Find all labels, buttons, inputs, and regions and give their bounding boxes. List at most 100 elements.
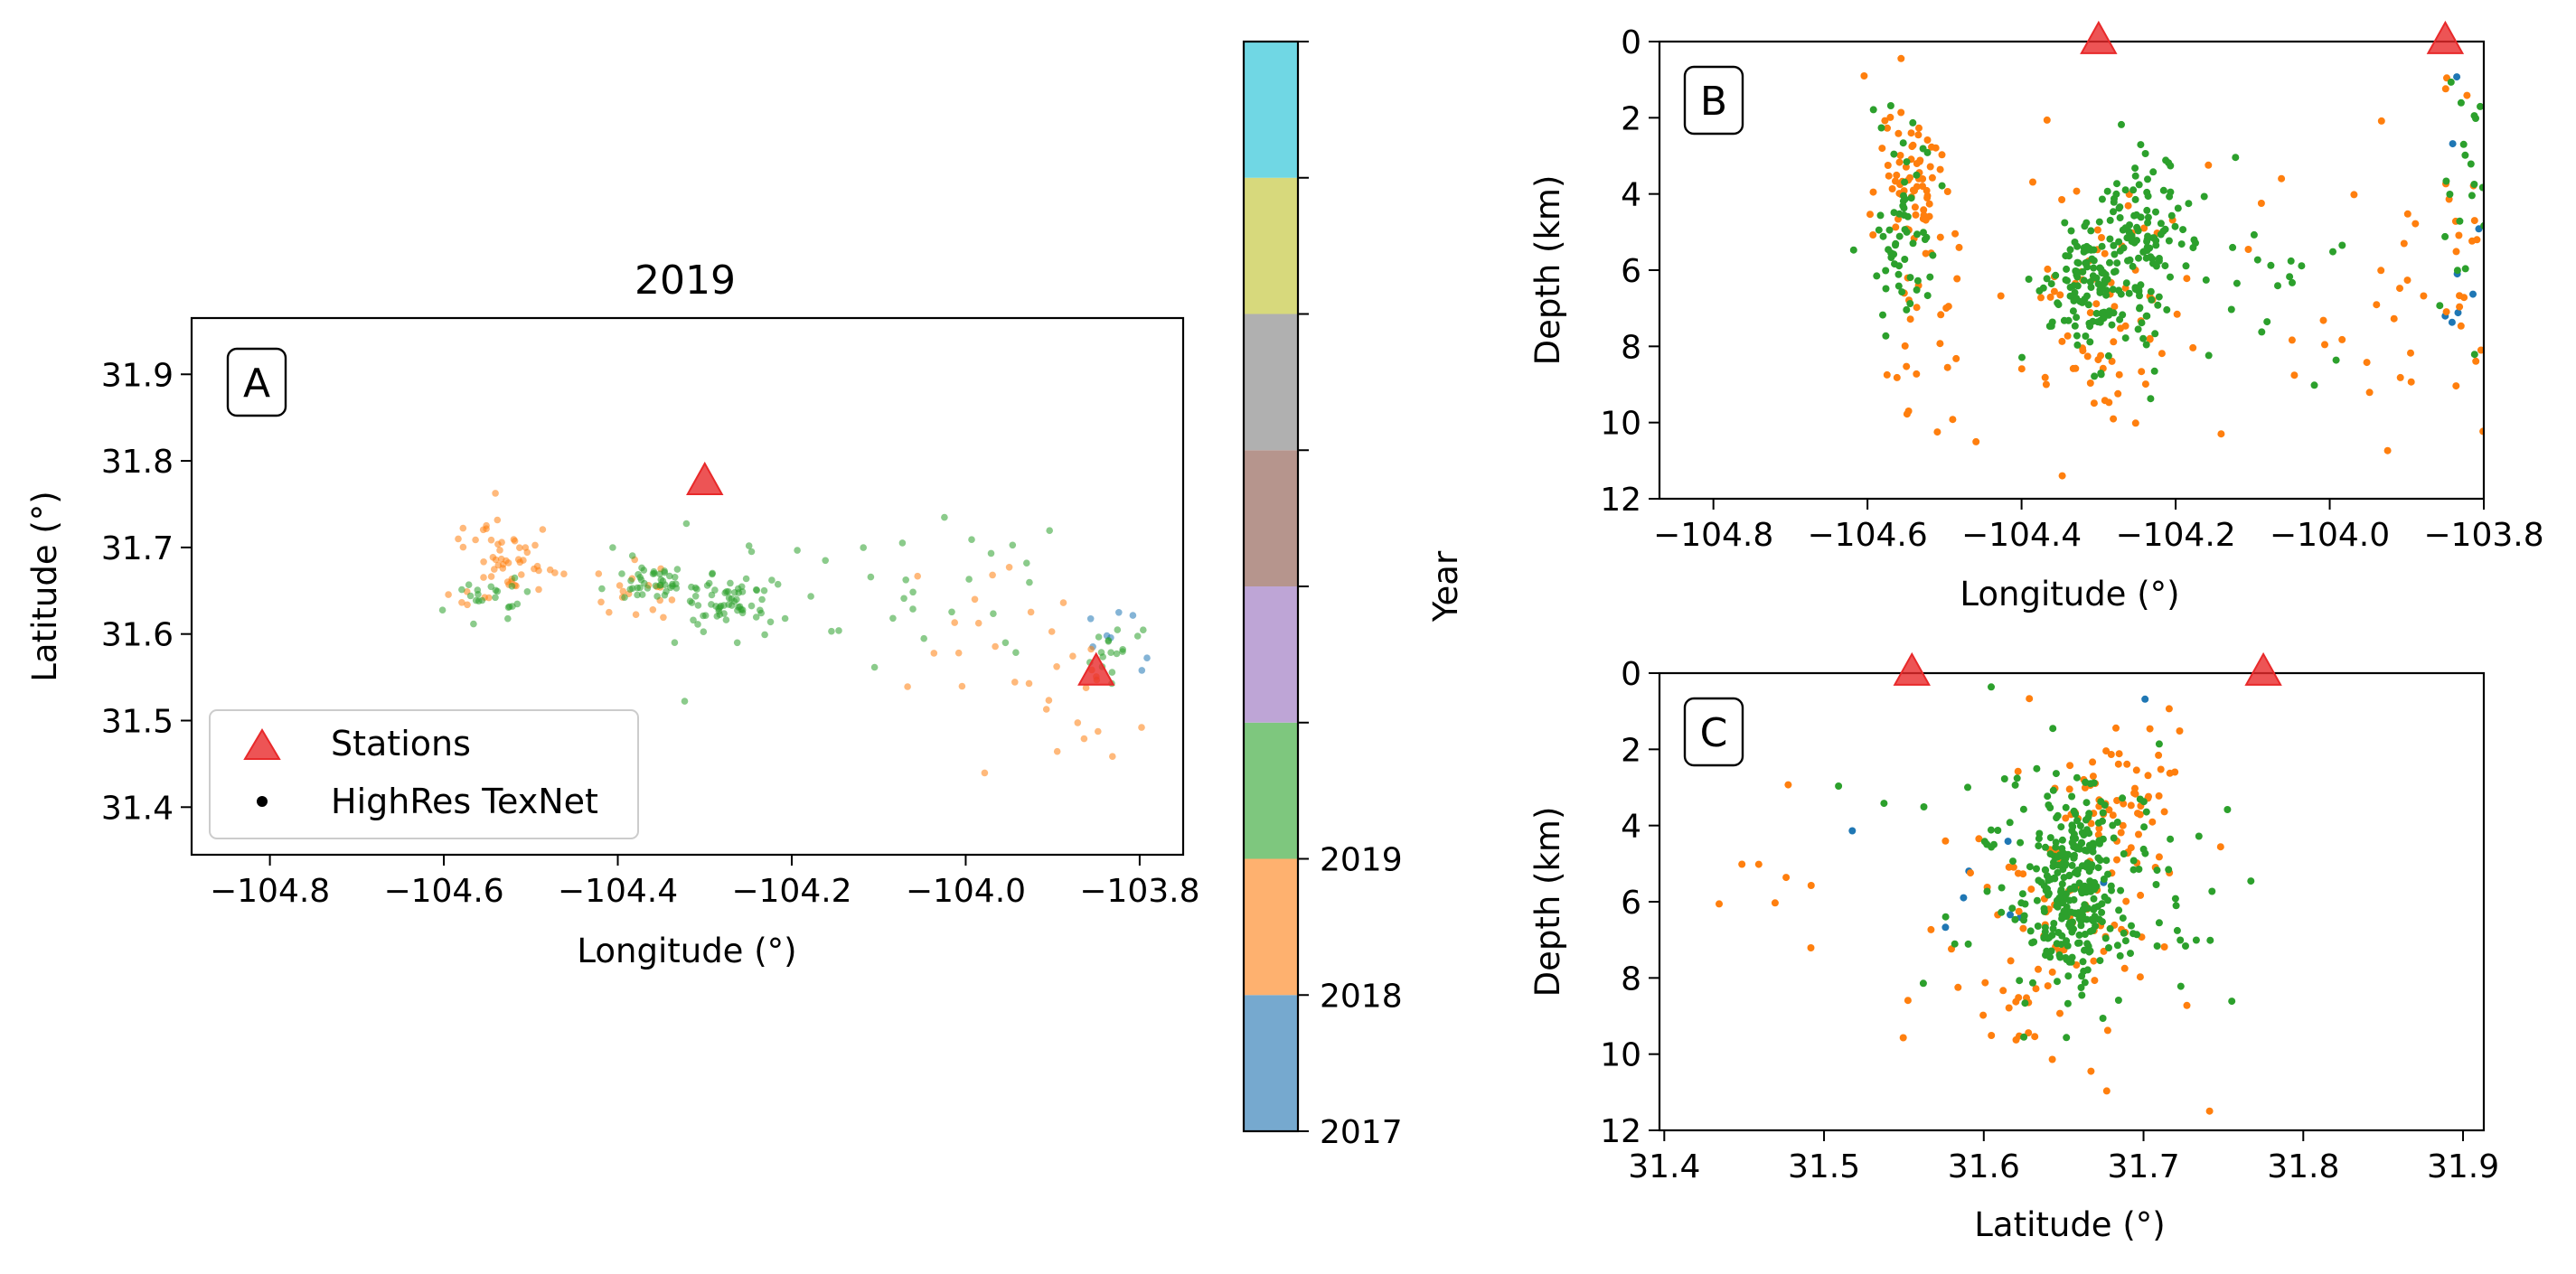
event-point-2019 [2136, 304, 2144, 312]
event-point-2018 [2005, 1004, 2013, 1012]
event-point-2019 [2078, 839, 2086, 848]
event-point-2019 [1046, 527, 1053, 534]
event-point-2019 [2061, 219, 2069, 227]
event-point-2018 [2205, 161, 2213, 169]
event-point-2019 [2082, 915, 2091, 923]
event-point-2019 [781, 614, 789, 623]
event-point-2019 [2091, 904, 2099, 912]
panel-c-stations [1893, 651, 2282, 686]
event-point-2019 [1894, 282, 1903, 290]
event-point-2019 [2095, 915, 2103, 923]
event-point-2019 [1882, 332, 1890, 340]
event-point-2019 [638, 564, 645, 572]
y-tick-label: 6 [1621, 885, 1641, 922]
colorbar-segment [1244, 314, 1298, 451]
event-point-2019 [661, 568, 669, 576]
event-point-2019 [2067, 922, 2075, 929]
event-point-2019 [666, 572, 673, 580]
event-point-2018 [2035, 965, 2042, 973]
event-point-2018 [535, 585, 542, 594]
event-point-2018 [1967, 869, 1974, 877]
event-point-2019 [2176, 982, 2185, 990]
event-point-2019 [2060, 849, 2068, 857]
event-point-2019 [2115, 238, 2123, 246]
event-point-2019 [2165, 237, 2173, 245]
event-point-2019 [1938, 182, 1946, 190]
event-point-2018 [595, 570, 603, 577]
event-point-2018 [2026, 695, 2034, 703]
event-point-2019 [753, 586, 761, 595]
event-point-2018 [499, 565, 507, 572]
event-point-2019 [2097, 798, 2105, 806]
event-point-2019 [2157, 220, 2165, 228]
event-point-2019 [2049, 786, 2057, 794]
event-point-2019 [2068, 792, 2076, 801]
event-point-2019 [2227, 305, 2235, 314]
event-point-2019 [2055, 894, 2064, 902]
event-point-2019 [2079, 958, 2087, 966]
event-point-2019 [1026, 578, 1033, 586]
event-point-2019 [2090, 274, 2098, 282]
y-tick-label: 2 [1621, 732, 1641, 769]
event-point-2018 [954, 649, 963, 657]
event-point-2019 [2049, 725, 2057, 733]
event-point-2019 [2035, 842, 2043, 850]
event-point-2018 [2407, 349, 2414, 357]
event-point-2019 [2073, 282, 2082, 290]
event-point-2019 [2167, 188, 2175, 196]
event-point-2019 [2095, 218, 2103, 226]
event-point-2018 [472, 536, 479, 544]
colorbar-label: Year [1426, 550, 1465, 623]
event-point-2019 [965, 576, 973, 583]
event-point-2019 [2131, 172, 2139, 180]
event-point-2019 [2077, 922, 2085, 930]
event-point-2019 [2142, 808, 2150, 816]
event-point-2019 [2095, 837, 2103, 845]
event-point-2019 [2052, 838, 2060, 847]
event-point-2019 [2447, 78, 2455, 86]
event-point-2019 [2135, 254, 2142, 262]
event-point-2019 [2073, 332, 2081, 340]
event-point-2019 [2129, 262, 2137, 270]
event-point-2019 [2098, 195, 2106, 203]
event-point-2019 [867, 573, 875, 581]
event-point-2018 [2132, 766, 2140, 774]
event-point-2018 [445, 591, 452, 598]
event-point-2017 [1129, 612, 1137, 619]
event-point-2019 [2139, 248, 2148, 256]
event-point-2018 [2137, 891, 2145, 899]
event-point-2019 [2081, 979, 2089, 987]
event-point-2018 [1754, 860, 1763, 868]
event-point-2018 [930, 650, 938, 657]
event-point-2018 [2468, 237, 2476, 245]
event-point-2019 [2030, 938, 2038, 946]
event-point-2019 [2110, 834, 2118, 842]
panel-c-ticks: 31.4 31.5 31.6 31.7 31.8 31.9 0 2 4 6 8 10 12 [1600, 656, 2499, 1185]
event-point-2019 [2163, 305, 2171, 314]
event-point-2019 [2099, 1015, 2107, 1022]
event-point-2018 [1904, 997, 1912, 1005]
event-point-2019 [2000, 775, 2008, 782]
event-point-2018 [2007, 957, 2015, 965]
event-point-2018 [2319, 316, 2327, 324]
event-point-2018 [2081, 783, 2089, 792]
event-point-2018 [2189, 343, 2197, 351]
event-point-2019 [1899, 139, 1907, 147]
event-point-2018 [1941, 837, 1950, 845]
event-point-2019 [1920, 803, 1928, 810]
event-point-2019 [1913, 171, 1921, 179]
event-point-2019 [2116, 214, 2124, 221]
y-tick-label: 0 [1621, 24, 1641, 61]
event-point-2018 [2083, 352, 2092, 361]
event-point-2019 [2054, 868, 2062, 876]
event-point-2018 [2056, 1009, 2064, 1017]
event-point-2019 [2192, 936, 2200, 944]
event-point-2019 [2029, 979, 2036, 987]
event-point-2019 [2057, 823, 2065, 831]
event-point-2019 [2052, 770, 2060, 778]
event-point-2019 [2086, 338, 2094, 346]
event-point-2018 [2044, 265, 2052, 273]
event-point-2019 [2054, 853, 2063, 861]
event-point-2019 [1876, 211, 1885, 220]
event-point-2018 [2102, 747, 2111, 755]
